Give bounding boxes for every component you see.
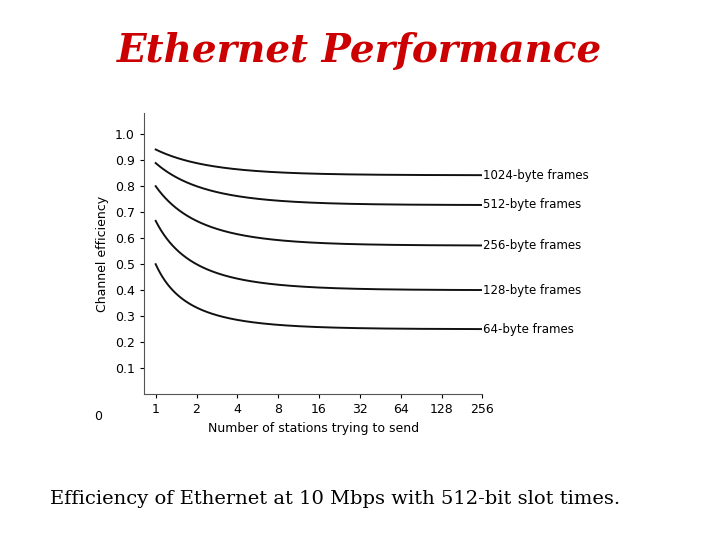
Text: Ethernet Performance: Ethernet Performance bbox=[117, 32, 603, 70]
X-axis label: Number of stations trying to send: Number of stations trying to send bbox=[207, 422, 419, 435]
Text: 256-byte frames: 256-byte frames bbox=[483, 239, 581, 252]
Y-axis label: Channel efficiency: Channel efficiency bbox=[96, 195, 109, 312]
Text: 1024-byte frames: 1024-byte frames bbox=[483, 168, 589, 181]
Text: 512-byte frames: 512-byte frames bbox=[483, 199, 581, 212]
Text: Efficiency of Ethernet at 10 Mbps with 512-bit slot times.: Efficiency of Ethernet at 10 Mbps with 5… bbox=[50, 490, 621, 508]
Text: 128-byte frames: 128-byte frames bbox=[483, 284, 581, 296]
Text: 64-byte frames: 64-byte frames bbox=[483, 322, 574, 335]
Text: 0: 0 bbox=[94, 410, 102, 423]
